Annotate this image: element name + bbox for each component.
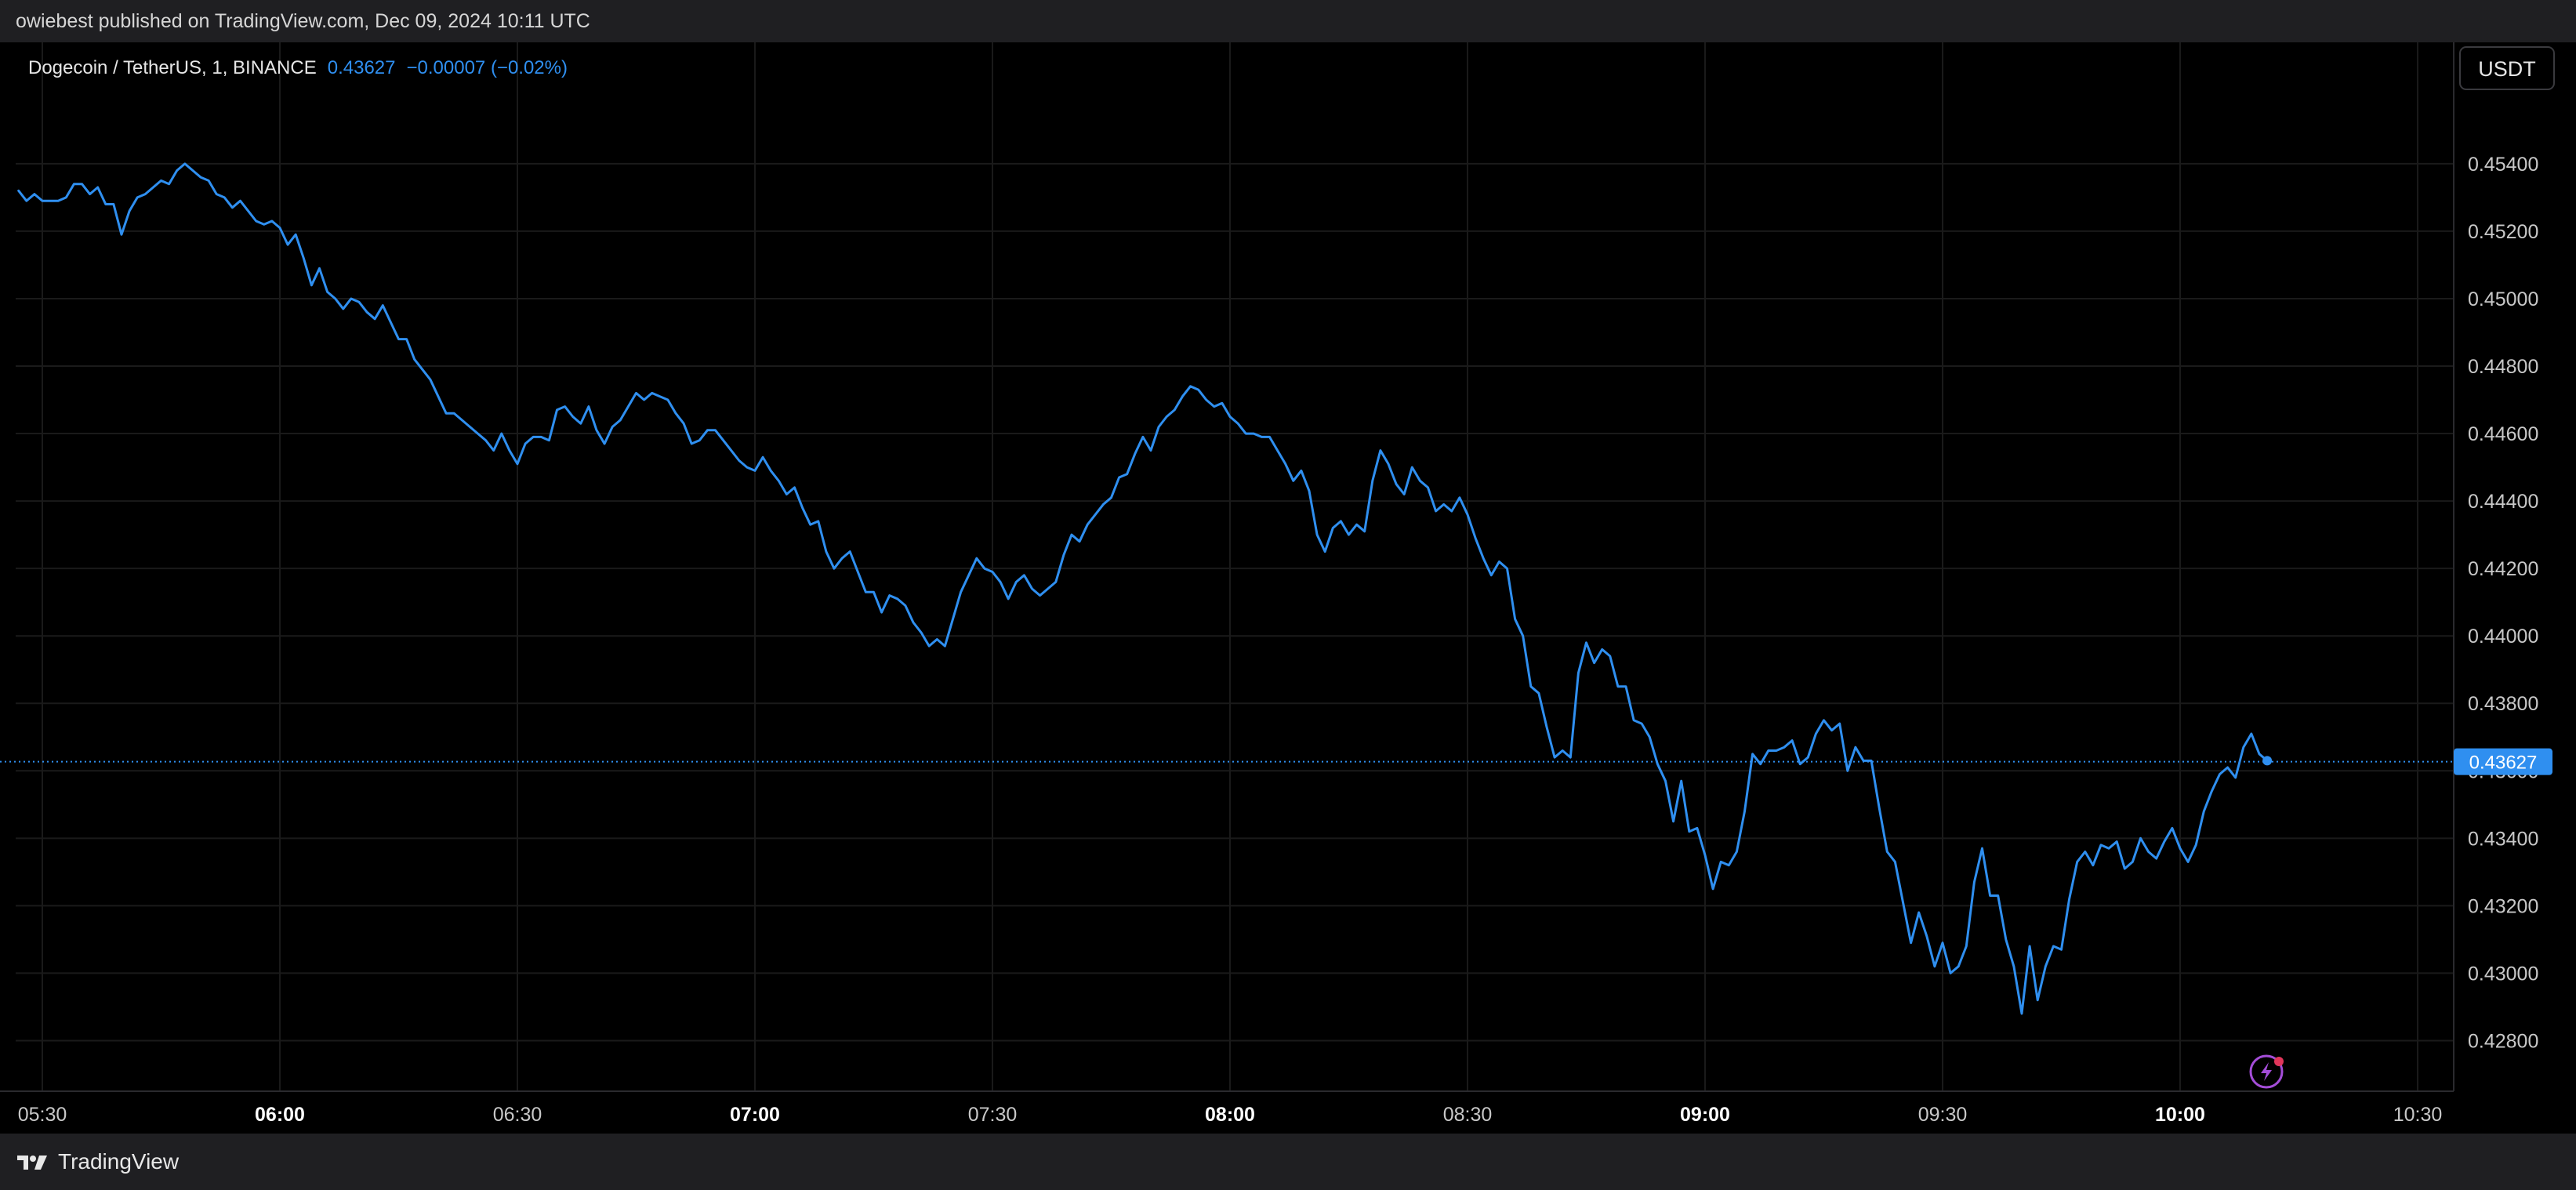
tradingview-brand[interactable]: TradingView (16, 1148, 179, 1176)
legend-price: 0.43627 (328, 57, 396, 78)
brand-name: TradingView (58, 1149, 180, 1174)
lightning-icon[interactable] (2249, 1054, 2284, 1089)
price-axis[interactable]: 0.428000.430000.432000.434000.436000.438… (2468, 154, 2538, 1053)
x-tick-label: 09:30 (1918, 1104, 1968, 1126)
x-tick-label: 06:00 (255, 1104, 305, 1126)
y-tick-label: 0.43800 (2468, 693, 2538, 715)
price-line-series (17, 162, 2269, 1015)
y-tick-label: 0.44200 (2468, 558, 2538, 580)
plot-area[interactable] (0, 162, 2454, 1015)
price-chart[interactable]: 0.428000.430000.432000.434000.436000.438… (0, 42, 2576, 1134)
x-tick-label: 09:00 (1680, 1104, 1730, 1126)
tradingview-logo-icon (17, 1156, 47, 1170)
y-tick-label: 0.43200 (2468, 895, 2538, 917)
y-tick-label: 0.42800 (2468, 1030, 2538, 1052)
x-tick-label: 10:30 (2393, 1104, 2443, 1126)
x-tick-label: 07:30 (968, 1104, 1018, 1126)
grid-lines (16, 42, 2454, 1091)
currency-button-frame[interactable] (2459, 46, 2555, 90)
last-price-tag: 0.43627 (2454, 748, 2552, 775)
x-tick-label: 08:30 (1443, 1104, 1493, 1126)
y-tick-label: 0.45400 (2468, 154, 2538, 176)
published-line: owiebest published on TradingView.com, D… (16, 10, 590, 32)
x-tick-label: 10:00 (2155, 1104, 2205, 1126)
y-tick-label: 0.45200 (2468, 221, 2538, 243)
last-price-tag-bg (2454, 748, 2552, 775)
y-tick-label: 0.44600 (2468, 423, 2538, 445)
legend-change: −0.00007 (−0.02%) (407, 57, 568, 78)
y-tick-label: 0.43400 (2468, 828, 2538, 850)
y-tick-label: 0.45000 (2468, 288, 2538, 310)
publisher-bar: owiebest published on TradingView.com, D… (0, 0, 2576, 42)
legend-symbol: Dogecoin / TetherUS, 1, BINANCE (28, 57, 317, 78)
y-tick-label: 0.44800 (2468, 356, 2538, 378)
x-tick-label: 05:30 (18, 1104, 67, 1126)
x-tick-label: 08:00 (1205, 1104, 1255, 1126)
x-tick-label: 07:00 (730, 1104, 780, 1126)
currency-button[interactable]: USDT (2459, 46, 2555, 90)
chart-area[interactable]: 0.428000.430000.432000.434000.436000.438… (0, 42, 2576, 1134)
time-axis[interactable]: 05:30 06:00 06:30 07:00 07:30 08:00 08:30 09:00… (18, 1104, 2443, 1126)
last-price-tag-label: 0.43627 (2469, 753, 2538, 774)
last-price-dot (2262, 756, 2273, 766)
x-tick-label: 06:30 (493, 1104, 542, 1126)
y-tick-label: 0.44000 (2468, 626, 2538, 648)
currency-button-label[interactable]: USDT (2478, 57, 2536, 81)
y-tick-label: 0.43000 (2468, 963, 2538, 985)
y-tick-label: 0.44400 (2468, 491, 2538, 513)
footer-bar: TradingView (0, 1134, 2576, 1190)
